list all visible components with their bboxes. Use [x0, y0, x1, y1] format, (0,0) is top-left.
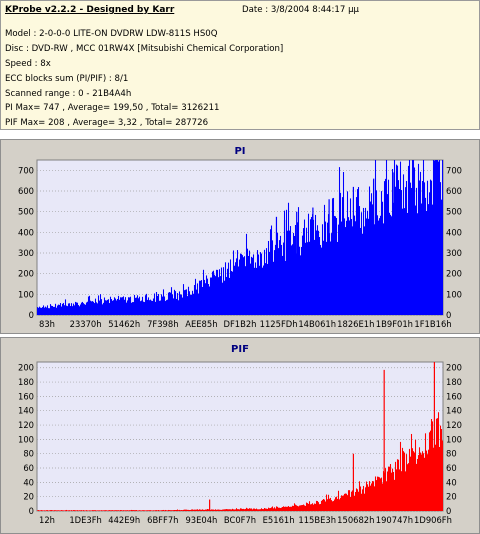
pif-chart-title: PIF	[231, 344, 249, 355]
pi-xtick-label: 83h	[39, 319, 55, 329]
pi-chart-title: PI	[234, 146, 245, 157]
pif-xtick-label: 150682h	[337, 515, 374, 525]
pif-ytick-right-label: 20	[446, 492, 457, 502]
pif-xtick-label: 12h	[39, 515, 55, 525]
pif-xtick-label: 442E9h	[108, 515, 140, 525]
pif-ytick-left-label: 80	[23, 449, 34, 459]
pif-ytick-right-label: 40	[446, 477, 457, 487]
pi-ytick-right-label: 500	[446, 207, 462, 217]
pi-ytick-left-label: 600	[18, 186, 34, 196]
pif-xtick-label: 1DE3Fh	[69, 515, 102, 525]
pif-ytick-left-label: 20	[23, 492, 34, 502]
pi-xtick-label: 1826E1h	[337, 319, 374, 329]
pi-ytick-left-label: 500	[18, 207, 34, 217]
app-title: KProbe v2.2.2 - Designed by Karr	[5, 5, 175, 15]
pi-ytick-right-label: 400	[446, 227, 462, 237]
disc-info: Disc : DVD-RW , MCC 01RW4X [Mitsubishi C…	[5, 44, 284, 54]
pif-xtick-label: E5161h	[263, 515, 295, 525]
pif-ytick-left-label: 60	[23, 463, 34, 473]
scan-date: Date : 3/8/2004 8:44:17 μμ	[242, 5, 360, 15]
pi-ytick-right-label: 600	[446, 186, 462, 196]
pif-xtick-label: BC0F7h	[224, 515, 256, 525]
info-panel: KProbe v2.2.2 - Designed by Karr Date : …	[0, 0, 480, 130]
pif-chart: PIF 0 0 20 20 40 40 60 60 80 80 100 100 120 120 140 140 1…	[18, 344, 462, 525]
pif-ytick-left-label: 100	[18, 434, 34, 444]
pi-ytick-right-label: 300	[446, 248, 462, 258]
pi-chart: PI 0 0 100 100 200 200 300 300 400 400 500 500 600 600…	[18, 146, 462, 329]
pif-xtick-label: 1D906Fh	[414, 515, 452, 525]
drive-model: Model : 2-0-0-0 LITE-ON DVDRW LDW-811S H…	[5, 29, 218, 39]
pi-ytick-left-label: 400	[18, 227, 34, 237]
pif-ytick-right-label: 120	[446, 420, 462, 430]
pif-ytick-left-label: 0	[29, 506, 34, 516]
pi-ytick-right-label: 700	[446, 165, 462, 175]
range-info: Scanned range : 0 - 21B4A4h	[5, 89, 132, 99]
pif-ytick-right-label: 160	[446, 391, 462, 401]
pif-ytick-right-label: 180	[446, 377, 462, 387]
pif-ytick-left-label: 200	[18, 363, 34, 373]
pif-ytick-right-label: 60	[446, 463, 457, 473]
pi-xtick-label: AEE85h	[185, 319, 217, 329]
pif-ytick-left-label: 160	[18, 391, 34, 401]
pif-ytick-right-label: 140	[446, 406, 462, 416]
pif-xtick-label: 190747h	[376, 515, 413, 525]
pi-ytick-right-label: 200	[446, 269, 462, 279]
pif-stats: PIF Max= 208 , Average= 3,32 , Total= 28…	[5, 118, 209, 128]
pi-ytick-left-label: 700	[18, 165, 34, 175]
pif-xtick-label: 93E04h	[185, 515, 217, 525]
pif-ytick-right-label: 80	[446, 449, 457, 459]
pi-stats: PI Max= 747 , Average= 199,50 , Total= 3…	[5, 103, 220, 113]
pi-xtick-label: 1B9F01h	[376, 319, 413, 329]
pi-ytick-left-label: 100	[18, 289, 34, 299]
pif-ytick-left-label: 40	[23, 477, 34, 487]
pi-xtick-label: 23370h	[70, 319, 102, 329]
pi-xtick-label: DF1B2h	[224, 319, 257, 329]
pi-ytick-right-label: 100	[446, 289, 462, 299]
pif-xtick-label: 115BE3h	[298, 515, 336, 525]
speed-info: Speed : 8x	[5, 59, 51, 69]
pi-ytick-right-label: 0	[446, 310, 451, 320]
ecc-info: ECC blocks sum (PI/PIF) : 8/1	[5, 74, 129, 84]
pi-xtick-label: 51462h	[108, 319, 140, 329]
pif-ytick-left-label: 140	[18, 406, 34, 416]
pif-chart-panel: PIF 0 0 20 20 40 40 60 60 80 80 100 100 120 120 140 140 1…	[0, 337, 480, 534]
pi-xtick-label: 14B061h	[298, 319, 336, 329]
pi-ytick-left-label: 0	[29, 310, 34, 320]
pi-xtick-label: 1125FDh	[260, 319, 298, 329]
pi-xtick-label: 1F1B16h	[414, 319, 451, 329]
pi-xtick-label: 7F398h	[147, 319, 178, 329]
pif-xtick-label: 6BFF7h	[147, 515, 178, 525]
pi-ytick-left-label: 200	[18, 269, 34, 279]
pif-ytick-right-label: 100	[446, 434, 462, 444]
pi-ytick-left-label: 300	[18, 248, 34, 258]
pif-ytick-left-label: 120	[18, 420, 34, 430]
pi-chart-panel: PI 0 0 100 100 200 200 300 300 400 400 500 500 600 600…	[0, 139, 480, 334]
pif-ytick-right-label: 200	[446, 363, 462, 373]
pif-ytick-left-label: 180	[18, 377, 34, 387]
pif-ytick-right-label: 0	[446, 506, 451, 516]
